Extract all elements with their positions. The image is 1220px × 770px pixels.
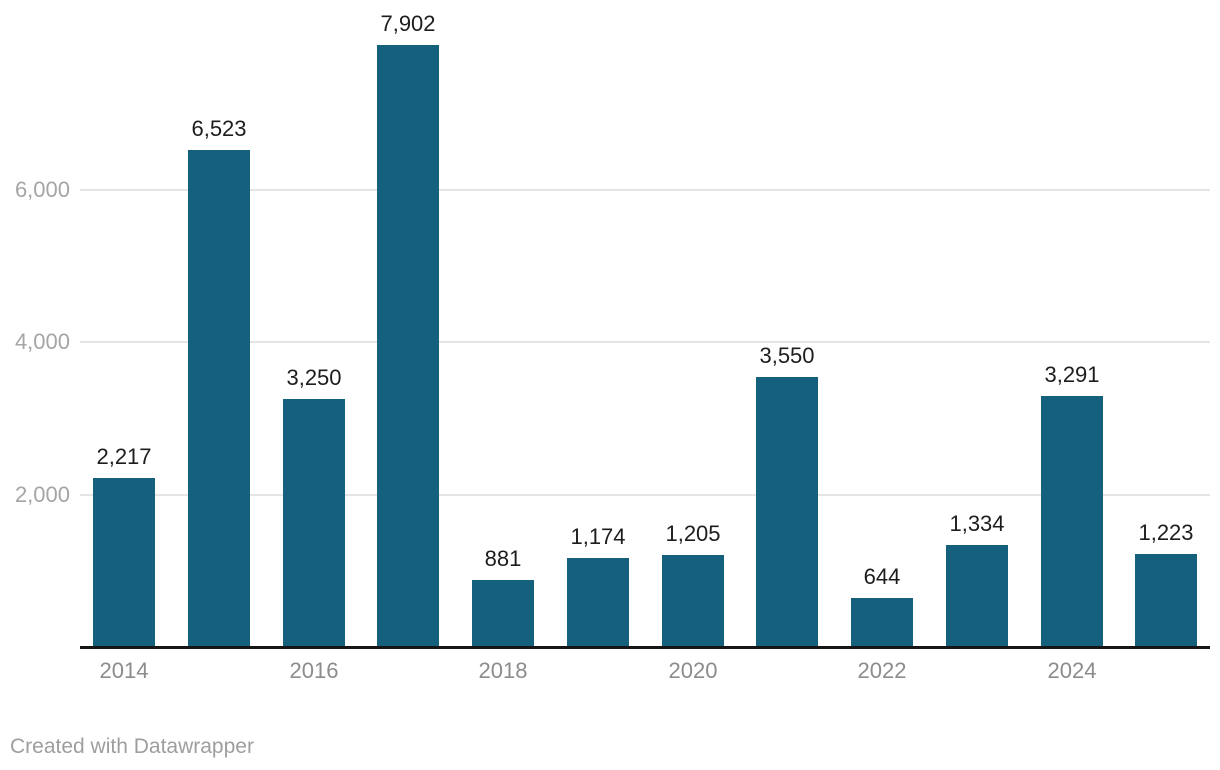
x-axis-tick-label: 2024 bbox=[1047, 658, 1097, 683]
bar-value-label: 3,250 bbox=[286, 365, 342, 390]
bar-value-label: 1,334 bbox=[949, 511, 1005, 536]
bar-value-label: 881 bbox=[484, 546, 522, 571]
bar-value-label: 2,217 bbox=[96, 444, 152, 469]
bar-2017 bbox=[377, 45, 439, 647]
bar-value-label: 1,174 bbox=[570, 524, 626, 549]
bar-2020 bbox=[662, 555, 724, 647]
x-axis-tick-label: 2016 bbox=[289, 658, 339, 683]
bar-2024 bbox=[1041, 396, 1103, 647]
bar-2021 bbox=[756, 377, 818, 647]
x-axis-tick-label: 2018 bbox=[478, 658, 528, 683]
bar-value-label: 644 bbox=[863, 564, 901, 589]
x-axis-tick-label: 2014 bbox=[99, 658, 149, 683]
bar-value-label: 3,550 bbox=[759, 343, 815, 368]
bar-value-label: 1,205 bbox=[665, 521, 721, 546]
y-gridline bbox=[80, 189, 1210, 192]
y-gridline bbox=[80, 341, 1210, 344]
y-axis-tick-label: 2,000 bbox=[14, 481, 70, 507]
bar-2019 bbox=[567, 558, 629, 647]
bar-2015 bbox=[188, 150, 250, 647]
bar-value-label: 6,523 bbox=[191, 116, 247, 141]
y-axis-tick-label: 6,000 bbox=[14, 177, 70, 203]
x-axis-tick-label: 2020 bbox=[668, 658, 718, 683]
bar-2022 bbox=[851, 598, 913, 647]
bar-2023 bbox=[946, 545, 1008, 647]
attribution: Created with Datawrapper bbox=[10, 734, 254, 760]
bar-2014 bbox=[93, 478, 155, 647]
x-axis-tick-label: 2022 bbox=[857, 658, 907, 683]
bar-2025 bbox=[1135, 554, 1197, 647]
y-gridline bbox=[80, 493, 1210, 496]
x-axis-baseline bbox=[80, 646, 1210, 649]
bar-2018 bbox=[472, 580, 534, 647]
bar-value-label: 7,902 bbox=[380, 11, 436, 36]
bar-2016 bbox=[283, 399, 345, 647]
y-axis-tick-label: 4,000 bbox=[14, 329, 70, 355]
bar-value-label: 1,223 bbox=[1138, 520, 1194, 545]
bar-value-label: 3,291 bbox=[1044, 362, 1100, 387]
attribution-link[interactable]: Created with Datawrapper bbox=[10, 735, 254, 758]
